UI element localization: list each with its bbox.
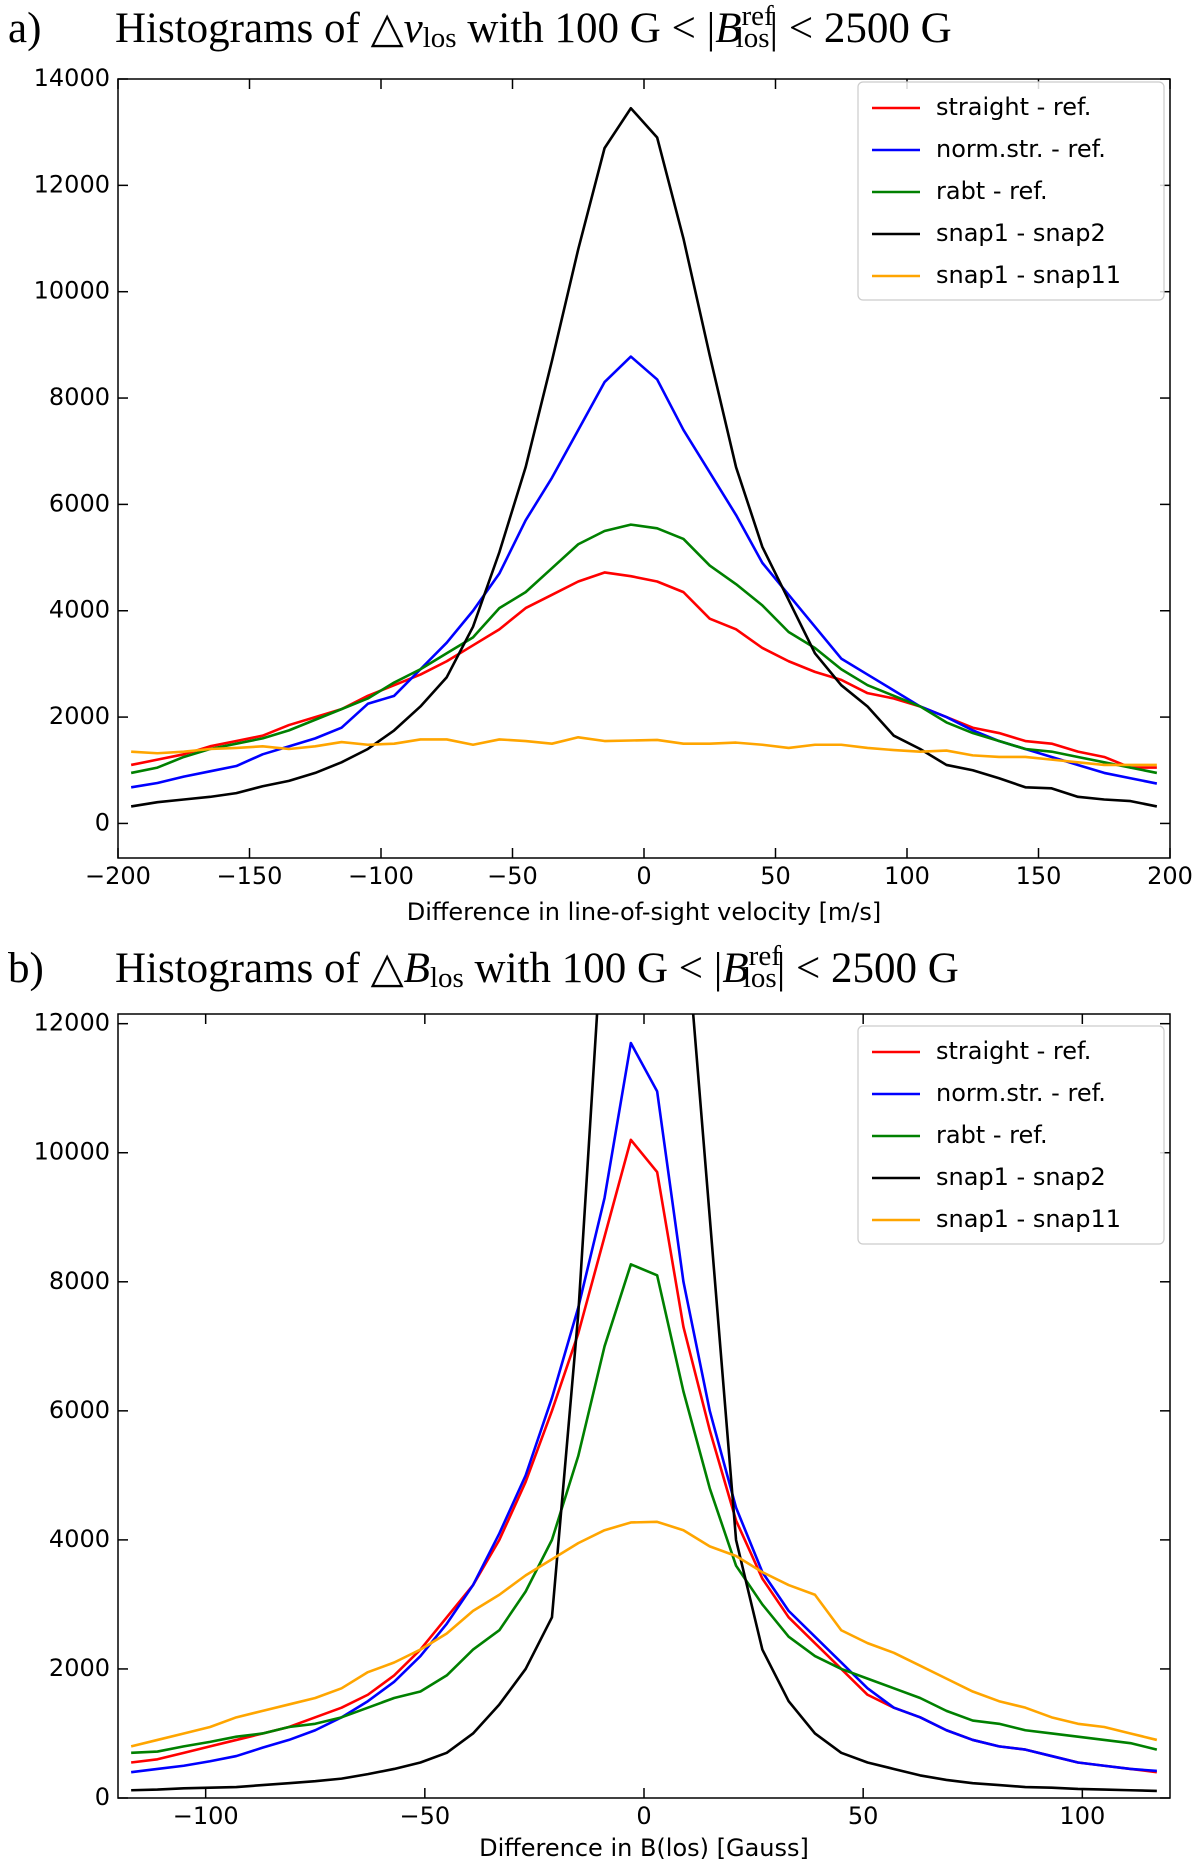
- y-tick-label: 6000: [49, 489, 110, 517]
- plot-area: [130, 1014, 1158, 1793]
- plot-area: [130, 106, 1158, 808]
- legend-label: snap1 - snap2: [936, 219, 1106, 247]
- x-tick-label: −150: [217, 862, 283, 890]
- title-part: B: [715, 5, 741, 52]
- x-tick-label: −200: [85, 862, 151, 890]
- title-part: Histograms of △: [115, 945, 404, 992]
- x-tick-label: 100: [1059, 1802, 1105, 1830]
- x-tick-label: 0: [636, 862, 651, 890]
- series-line: [130, 106, 1158, 808]
- x-tick-label: 150: [1016, 862, 1062, 890]
- legend-label: snap1 - snap2: [936, 1163, 1106, 1191]
- x-tick-label: 50: [848, 1802, 879, 1830]
- y-tick-label: 0: [95, 1783, 110, 1811]
- x-tick-label: 200: [1147, 862, 1193, 890]
- y-tick-label: 10000: [34, 277, 110, 305]
- legend-label: snap1 - snap11: [936, 261, 1121, 289]
- series-line: [130, 1041, 1157, 1774]
- legend-label: rabt - ref.: [936, 1121, 1048, 1149]
- series-line: [130, 1520, 1158, 1748]
- y-tick-label: 8000: [49, 383, 110, 411]
- chart-title: a) Histograms of △vlos with 100 G < |Bref…: [8, 0, 952, 54]
- y-tick-label: 14000: [34, 64, 110, 92]
- series-line: [130, 571, 1157, 769]
- y-tick-label: 12000: [34, 170, 110, 198]
- x-axis-label: Difference in B(los) [Gauss]: [479, 1834, 809, 1862]
- legend-box: [857, 1025, 1165, 1245]
- series-line: [130, 355, 1158, 789]
- title-part: Histograms of △: [115, 5, 404, 52]
- legend-label: norm.str. - ref.: [936, 1079, 1106, 1107]
- title-part: los: [423, 22, 457, 54]
- series-line: [131, 1014, 1157, 1793]
- x-tick-label: 50: [760, 862, 791, 890]
- title-part: v: [404, 5, 424, 52]
- title-part: los: [430, 962, 464, 994]
- legend-label: straight - ref.: [936, 1037, 1091, 1065]
- legend-label: snap1 - snap11: [936, 1205, 1121, 1233]
- title-part: ref: [749, 940, 782, 972]
- y-tick-label: 10000: [34, 1138, 110, 1166]
- legend-label: norm.str. - ref.: [936, 135, 1106, 163]
- title-part: los: [743, 962, 777, 994]
- series-line: [131, 1263, 1158, 1755]
- series-line: [131, 735, 1157, 767]
- title-part: B: [404, 945, 430, 992]
- y-tick-label: 12000: [34, 1009, 110, 1037]
- chart-title: b) Histograms of △Blos with 100 G < |Bref…: [8, 940, 959, 994]
- x-tick-label: −50: [400, 1802, 451, 1830]
- legend-box: [857, 81, 1165, 301]
- title-part: with 100 G < |: [464, 945, 723, 992]
- panel-label: a): [8, 5, 41, 52]
- title-part: | < 2500 G: [770, 5, 952, 52]
- series-line: [130, 523, 1158, 775]
- x-tick-label: 0: [636, 1802, 651, 1830]
- x-tick-label: 100: [884, 862, 930, 890]
- legend-label: rabt - ref.: [936, 177, 1048, 205]
- x-tick-label: −100: [173, 1802, 239, 1830]
- y-tick-label: 2000: [49, 1654, 110, 1682]
- title-part: ref: [741, 0, 774, 32]
- title-part: los: [736, 22, 770, 54]
- y-tick-label: 6000: [49, 1396, 110, 1424]
- x-axis-label: Difference in line-of-sight velocity [m/…: [407, 898, 882, 926]
- x-tick-label: −50: [487, 862, 538, 890]
- y-tick-label: 4000: [49, 596, 110, 624]
- panel-label: b): [8, 945, 44, 992]
- legend-label: straight - ref.: [936, 93, 1091, 121]
- y-tick-label: 8000: [49, 1267, 110, 1295]
- title-part: B: [722, 945, 748, 992]
- y-tick-label: 0: [95, 808, 110, 836]
- y-tick-label: 2000: [49, 702, 110, 730]
- title-part: with 100 G < |: [457, 5, 716, 52]
- y-tick-label: 4000: [49, 1525, 110, 1553]
- x-tick-label: −100: [348, 862, 414, 890]
- title-part: | < 2500 G: [777, 945, 959, 992]
